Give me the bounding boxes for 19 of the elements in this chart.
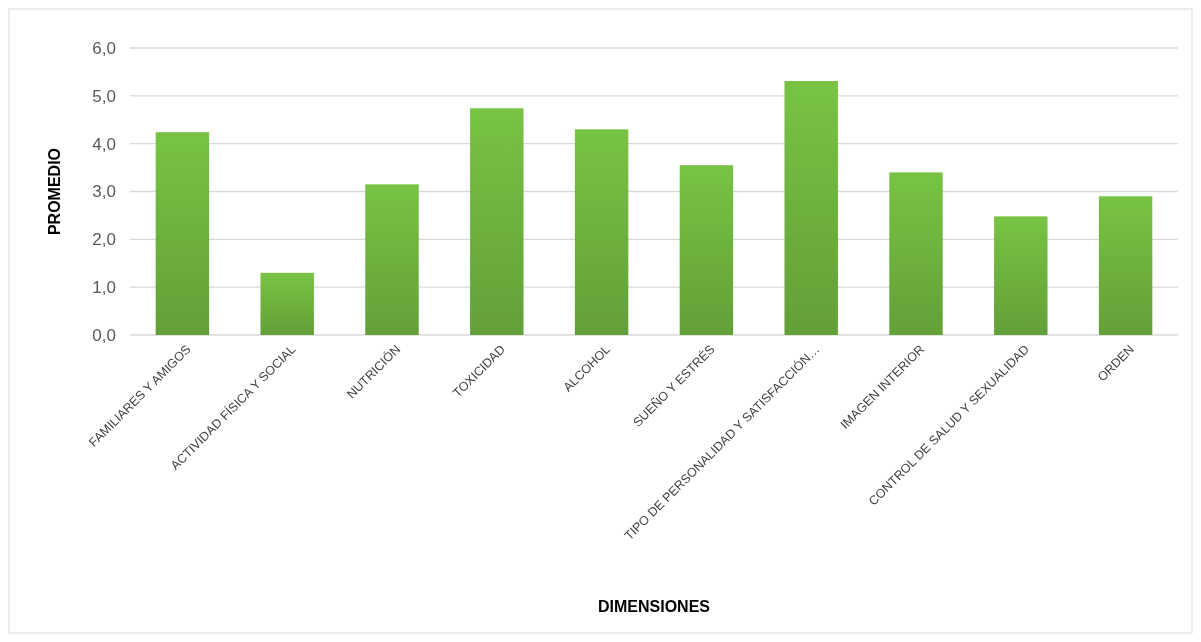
- bar: [470, 108, 524, 335]
- y-tick-label: 5,0: [92, 86, 116, 106]
- bar: [994, 216, 1048, 335]
- bar: [784, 81, 838, 335]
- y-tick-label: 3,0: [92, 182, 116, 202]
- y-tick-label: 0,0: [92, 325, 116, 345]
- x-axis-title: DIMENSIONES: [597, 598, 711, 615]
- y-tick-label: 6,0: [92, 38, 116, 58]
- bar: [679, 165, 734, 335]
- y-tick-label: 2,0: [92, 230, 116, 250]
- bar: [1098, 196, 1153, 335]
- bar: [889, 172, 943, 335]
- bar: [574, 129, 629, 335]
- y-tick-label: 4,0: [92, 134, 116, 154]
- bar: [365, 184, 419, 335]
- y-tick-label: 1,0: [92, 278, 116, 298]
- bar: [155, 132, 210, 335]
- y-axis-title: PROMEDIO: [46, 147, 63, 236]
- bar: [260, 272, 314, 335]
